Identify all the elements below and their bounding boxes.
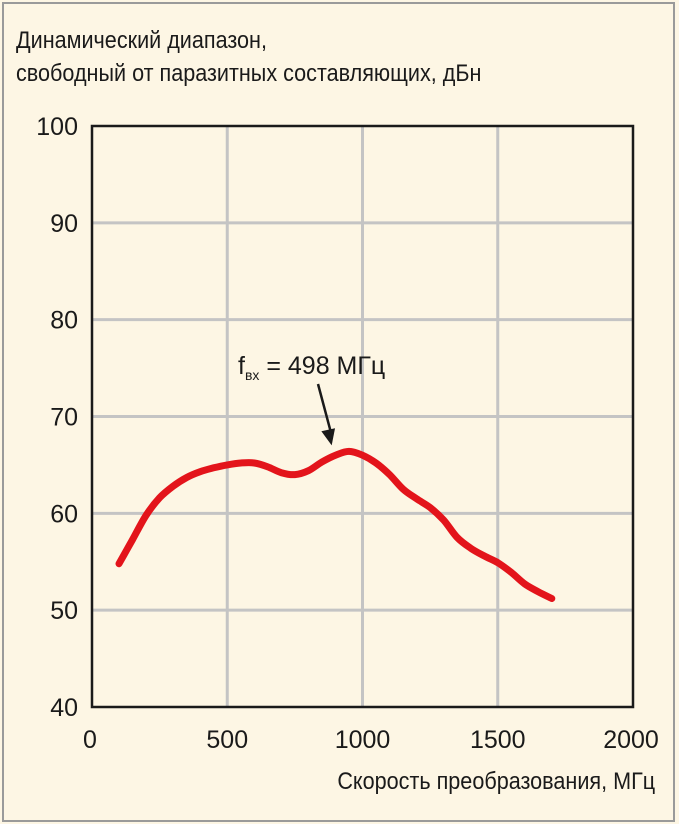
- y-tick-label: 80: [50, 307, 78, 335]
- x-tick-label: 0: [83, 726, 97, 754]
- y-tick-label: 100: [36, 113, 78, 141]
- y-tick-label: 90: [50, 210, 78, 238]
- annotation: fвх = 498 МГц: [238, 352, 385, 446]
- y-axis-label-line-1: Динамический диапазон,: [16, 27, 267, 54]
- annotation-label: fвх = 498 МГц: [238, 352, 385, 383]
- annotation-arrow-head: [321, 428, 336, 446]
- grid-lines: [92, 126, 633, 707]
- x-tick-label: 1500: [470, 726, 526, 754]
- x-tick-label: 2000: [603, 726, 659, 754]
- y-tick-label: 70: [50, 404, 78, 432]
- x-tick-labels: 0 500 1000 1500 2000: [83, 726, 659, 754]
- series-line-dynamic-range: [115, 447, 556, 602]
- plot-area-border: [90, 124, 635, 709]
- x-tick-label: 1000: [335, 726, 391, 754]
- x-tick-label: 500: [206, 726, 248, 754]
- y-tick-labels: 40 50 60 70 80 90 100: [36, 113, 78, 722]
- y-axis-label: Динамический диапазон, свободный от пара…: [16, 24, 592, 90]
- annotation-arrow-line: [316, 383, 333, 436]
- y-tick-label: 40: [50, 694, 78, 722]
- y-tick-label: 50: [50, 597, 78, 625]
- y-tick-label: 60: [50, 500, 78, 528]
- x-axis-label: Скорость преобразования, МГц: [337, 768, 655, 795]
- y-axis-label-line-2: свободный от паразитных составляющих, дБ…: [16, 60, 482, 87]
